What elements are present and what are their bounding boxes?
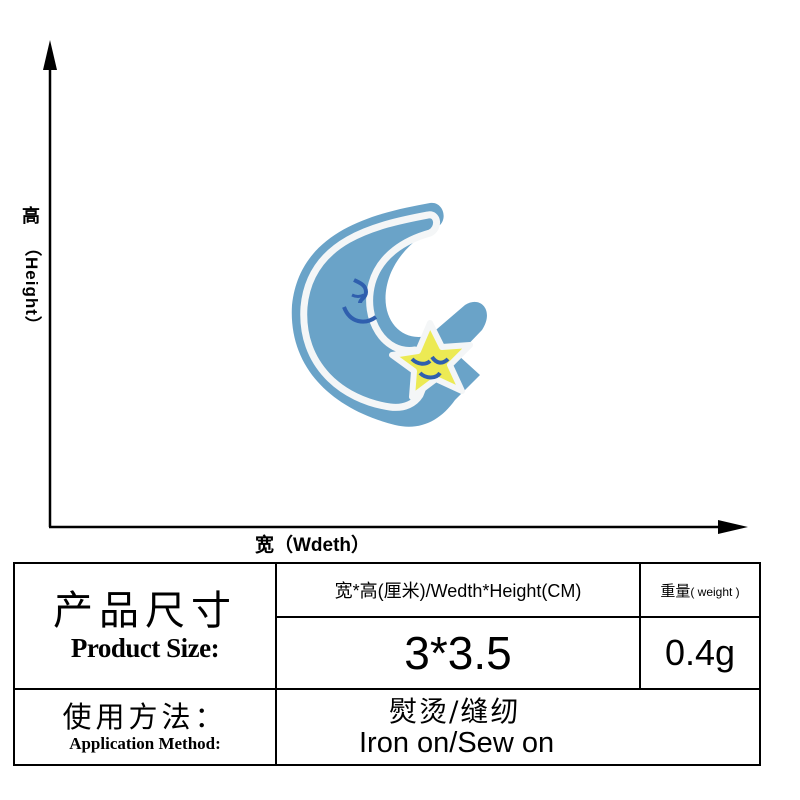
moon-smile xyxy=(342,306,378,324)
size-header-cell: 宽*高(厘米)/Wedth*Height(CM) xyxy=(275,562,641,618)
moon-border xyxy=(300,211,440,411)
moon-eye xyxy=(351,293,365,298)
size-value-cell: 3*3.5 xyxy=(275,616,641,690)
star-face xyxy=(410,355,450,380)
weight-value-cell: 0.4g xyxy=(639,616,761,690)
method-value-cn: 熨烫/缝纫 xyxy=(389,695,521,728)
y-axis-arrow-icon xyxy=(43,40,57,70)
x-axis-arrow-icon xyxy=(718,520,748,534)
product-size-title-en: Product Size: xyxy=(70,632,220,663)
moon-nose xyxy=(353,278,369,304)
moon-star-patch-image xyxy=(291,202,487,427)
product-size-title-cn: 产品尺寸 xyxy=(53,587,237,634)
method-label-cell: 使用方法： Application Method: xyxy=(13,688,277,766)
method-value-cell: 熨烫/缝纫 Iron on/Sew on xyxy=(275,688,761,766)
size-value: 3*3.5 xyxy=(404,627,512,679)
weight-value: 0.4g xyxy=(664,632,736,673)
product-size-label-cell: 产品尺寸 Product Size: xyxy=(13,562,277,690)
star-shape xyxy=(389,320,473,400)
axis-lines xyxy=(43,40,748,534)
x-axis-label: 宽（Wdeth） xyxy=(255,535,371,556)
method-title-cn: 使用方法： xyxy=(62,700,228,734)
weight-header: 重量( weight ) xyxy=(660,583,739,600)
dimension-diagram: 高 （Height） 宽（Wdeth） xyxy=(16,40,748,556)
method-value-en: Iron on/Sew on xyxy=(359,727,555,759)
spec-table: 产品尺寸 Product Size: 宽*高(厘米)/Wedth*Height(… xyxy=(13,562,761,766)
weight-header-cell: 重量( weight ) xyxy=(639,562,761,618)
size-header: 宽*高(厘米)/Wedth*Height(CM) xyxy=(334,581,582,601)
weight-header-en: ( weight ) xyxy=(690,584,740,599)
y-axis-label-en: （Height） xyxy=(22,239,41,334)
method-title-en: Application Method: xyxy=(69,734,221,753)
weight-header-cn: 重量 xyxy=(660,582,691,600)
y-axis-label: 高 （Height） xyxy=(16,205,46,334)
patch-outline xyxy=(291,202,487,427)
y-axis-label-cn: 高 xyxy=(22,206,40,226)
